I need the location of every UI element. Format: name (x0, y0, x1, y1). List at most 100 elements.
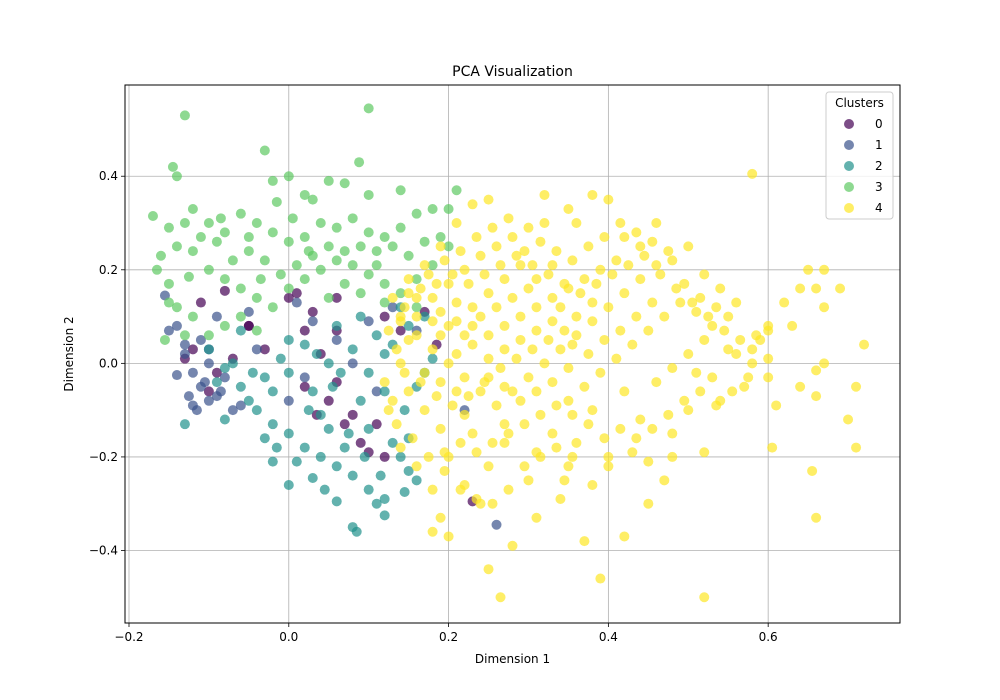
data-point (447, 400, 458, 411)
data-point (811, 512, 822, 523)
data-point (479, 269, 490, 280)
data-point (415, 377, 426, 388)
data-point (283, 395, 294, 406)
data-point (443, 320, 454, 331)
data-point (663, 246, 674, 257)
data-point (535, 409, 546, 420)
data-point (275, 269, 286, 280)
data-point (487, 222, 498, 233)
data-point (451, 218, 462, 229)
data-point (363, 189, 374, 200)
data-point (407, 433, 418, 444)
data-point (431, 278, 442, 289)
data-point (235, 381, 246, 392)
data-point (155, 250, 166, 261)
data-point (147, 210, 158, 221)
data-point (731, 349, 742, 359)
data-point (707, 320, 718, 331)
data-point (475, 250, 486, 261)
data-point (379, 232, 390, 243)
data-point (623, 260, 634, 271)
data-point (355, 241, 366, 252)
data-point (323, 358, 334, 369)
data-point (311, 349, 322, 359)
data-point (387, 241, 398, 252)
data-point (427, 344, 438, 355)
data-point (403, 320, 414, 331)
data-point (651, 260, 662, 271)
data-point (499, 344, 510, 355)
data-point (363, 269, 374, 280)
data-point (595, 264, 606, 275)
data-point (671, 283, 682, 294)
data-point (503, 213, 514, 224)
data-point (587, 297, 598, 308)
data-point (451, 316, 462, 327)
data-point (427, 353, 438, 364)
data-point (467, 320, 478, 331)
data-point (691, 367, 702, 378)
data-point (203, 344, 214, 355)
data-point (435, 232, 446, 243)
data-point (203, 264, 214, 275)
data-point (699, 447, 710, 458)
data-point (703, 311, 714, 322)
data-point (243, 232, 254, 243)
data-point (355, 395, 366, 406)
data-point (271, 196, 282, 207)
data-point (531, 386, 542, 397)
data-point (347, 409, 358, 420)
data-point (387, 292, 398, 303)
data-point (383, 405, 394, 416)
data-point (267, 456, 278, 467)
data-point (307, 316, 318, 327)
data-point (563, 461, 574, 472)
data-point (635, 274, 646, 285)
data-point (331, 496, 342, 507)
data-point (435, 512, 446, 523)
data-point (547, 428, 558, 439)
data-point (719, 325, 730, 336)
x-tick-label: 0.0 (279, 630, 298, 644)
data-point (615, 423, 626, 434)
data-point (283, 171, 294, 182)
data-point (291, 260, 302, 271)
data-point (763, 353, 774, 364)
data-point (527, 260, 538, 271)
legend-label-1: 1 (875, 138, 883, 152)
data-point (427, 203, 438, 214)
data-point (251, 344, 262, 355)
data-point (203, 395, 214, 406)
data-point (235, 311, 246, 322)
data-point (215, 386, 226, 397)
data-point (243, 320, 254, 331)
data-point (555, 494, 566, 505)
data-point (499, 320, 510, 331)
data-point (519, 419, 530, 430)
data-point (587, 405, 598, 416)
data-point (307, 306, 318, 317)
data-point (455, 484, 466, 495)
data-point (483, 194, 494, 205)
chart-title: PCA Visualization (452, 64, 573, 80)
data-point (307, 472, 318, 483)
data-point (643, 456, 654, 467)
data-point (331, 222, 342, 233)
data-point (739, 381, 750, 392)
data-point (467, 199, 478, 210)
data-point (187, 246, 198, 257)
data-point (195, 334, 206, 345)
y-tick-label: 0.2 (99, 263, 118, 277)
data-point (427, 526, 438, 537)
data-point (539, 358, 550, 369)
data-point (355, 437, 366, 448)
data-point (587, 189, 598, 200)
data-point (331, 334, 342, 345)
data-point (403, 386, 414, 397)
data-point (571, 437, 582, 448)
data-point (459, 372, 470, 383)
data-point (191, 405, 202, 416)
data-point (491, 302, 502, 313)
data-point (283, 236, 294, 247)
data-point (811, 365, 822, 376)
